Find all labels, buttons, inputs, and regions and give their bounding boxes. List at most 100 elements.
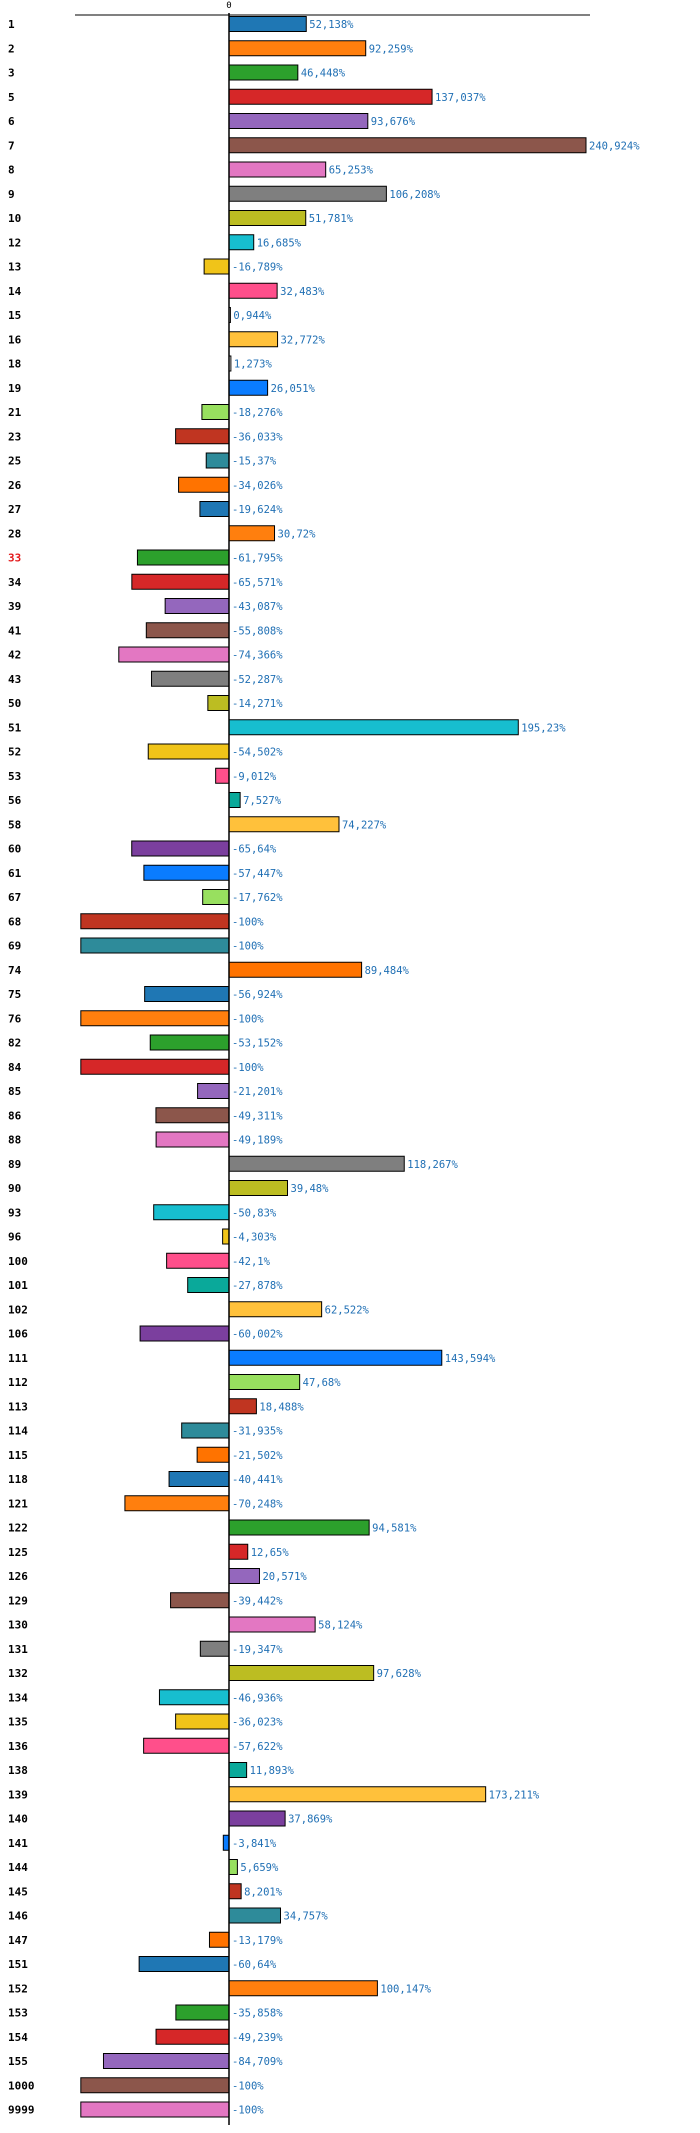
value-label-122: 94,581% [372, 1523, 417, 1535]
bars-group [80, 16, 587, 2118]
category-label-27: 27 [8, 503, 21, 516]
category-label-52: 52 [8, 746, 21, 759]
category-label-114: 114 [8, 1425, 28, 1438]
bar-19 [228, 379, 269, 396]
value-label-33: -61,795% [232, 553, 283, 565]
bar-9 [228, 185, 387, 202]
bar-52 [147, 743, 230, 760]
category-label-13: 13 [8, 261, 21, 274]
value-label-121: -70,248% [232, 1498, 283, 1510]
category-label-69: 69 [8, 940, 21, 953]
category-label-16: 16 [8, 333, 22, 346]
bar-10 [228, 210, 307, 226]
category-label-151: 151 [8, 1958, 28, 1971]
value-label-15: 0,944% [233, 310, 272, 322]
value-label-21: -18,276% [232, 407, 283, 419]
bar-102 [228, 1301, 323, 1318]
bar-136 [143, 1737, 230, 1754]
bar-134 [158, 1689, 230, 1706]
value-label-23: -36,033% [232, 431, 283, 443]
category-label-15: 15 [8, 309, 21, 322]
category-label-9999: 9999 [8, 2104, 35, 2117]
value-label-131: -19,347% [232, 1644, 283, 1656]
value-label-51: 195,23% [521, 722, 566, 734]
value-label-28: 30,72% [278, 528, 317, 540]
category-label-147: 147 [8, 1934, 28, 1947]
value-label-84: -100% [232, 1062, 264, 1074]
value-label-43: -52,287% [232, 674, 283, 686]
value-label-16: 32,772% [281, 334, 326, 346]
bar-101 [187, 1277, 230, 1293]
bar-88 [155, 1131, 230, 1148]
value-label-56: 7,527% [243, 795, 282, 807]
bar-151 [138, 1956, 230, 1972]
bar-113 [228, 1398, 257, 1415]
category-labels-group: 1235678910121314151618192123252627283334… [8, 18, 35, 2117]
category-label-34: 34 [8, 576, 22, 589]
bar-75 [144, 986, 230, 1002]
value-label-6: 93,676% [371, 116, 416, 128]
value-label-86: -49,311% [232, 1110, 283, 1122]
bar-86 [155, 1107, 230, 1124]
category-label-134: 134 [8, 1691, 28, 1704]
bar-84 [80, 1058, 230, 1075]
category-label-89: 89 [8, 1158, 21, 1171]
bar-155 [102, 2053, 230, 2069]
value-label-111: 143,594% [445, 1353, 496, 1365]
category-label-33: 33 [8, 552, 21, 565]
value-label-67: -17,762% [232, 892, 283, 904]
category-label-146: 146 [8, 1910, 28, 1923]
category-label-112: 112 [8, 1376, 28, 1389]
category-label-21: 21 [8, 406, 22, 419]
category-label-129: 129 [8, 1594, 28, 1607]
bar-53 [215, 767, 230, 784]
category-label-141: 141 [8, 1837, 28, 1850]
value-label-138: 11,893% [250, 1765, 295, 1777]
category-label-102: 102 [8, 1303, 28, 1316]
value-label-1000: -100% [232, 2080, 264, 2092]
value-label-12: 16,685% [257, 237, 302, 249]
bar-16 [228, 331, 279, 348]
value-label-58: 74,227% [342, 819, 387, 831]
value-label-101: -27,878% [232, 1280, 283, 1292]
bar-21 [201, 404, 230, 420]
category-label-10: 10 [8, 212, 21, 225]
value-label-25: -15,37% [232, 456, 277, 468]
category-label-74: 74 [8, 964, 22, 977]
bar-114 [181, 1422, 230, 1439]
bar-145 [228, 1883, 242, 1900]
value-label-10: 51,781% [309, 213, 354, 225]
category-label-88: 88 [8, 1134, 21, 1147]
value-label-118: -40,441% [232, 1474, 283, 1486]
value-label-141: -3,841% [232, 1838, 277, 1850]
bar-141 [222, 1834, 230, 1851]
category-label-60: 60 [8, 843, 21, 856]
category-label-85: 85 [8, 1085, 21, 1098]
bar-89 [228, 1155, 405, 1172]
category-label-154: 154 [8, 2031, 28, 2044]
value-label-132: 97,628% [377, 1668, 422, 1680]
category-label-1: 1 [8, 18, 15, 31]
category-label-23: 23 [8, 430, 21, 443]
value-label-13: -16,789% [232, 262, 283, 274]
value-label-89: 118,267% [407, 1159, 458, 1171]
category-label-96: 96 [8, 1231, 22, 1244]
value-label-52: -54,502% [232, 747, 283, 759]
bar-125 [228, 1543, 249, 1560]
category-label-136: 136 [8, 1740, 28, 1753]
bar-85 [197, 1083, 230, 1099]
value-label-134: -46,936% [232, 1692, 283, 1704]
category-label-5: 5 [8, 91, 15, 104]
value-label-154: -49,239% [232, 2032, 283, 2044]
category-label-84: 84 [8, 1061, 22, 1074]
bar-118 [168, 1471, 230, 1487]
value-label-135: -36,023% [232, 1717, 283, 1729]
value-label-112: 47,68% [303, 1377, 342, 1389]
value-label-100: -42,1% [232, 1256, 271, 1268]
category-label-51: 51 [8, 721, 22, 734]
value-label-74: 89,484% [365, 965, 410, 977]
category-label-144: 144 [8, 1861, 28, 1874]
bar-1000 [80, 2077, 230, 2094]
value-label-82: -53,152% [232, 1038, 283, 1050]
